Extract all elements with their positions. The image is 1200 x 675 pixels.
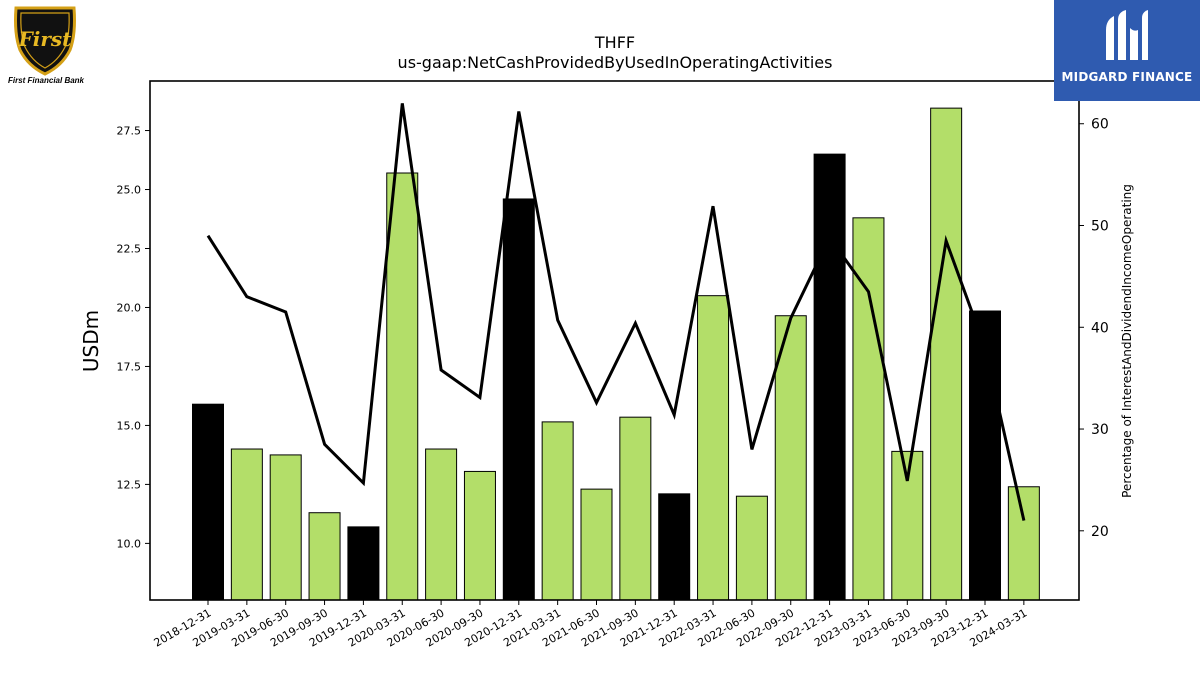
y-tick-label: 25.0 [117,184,142,197]
logo-right-name: MIDGARD FINANCE [1061,70,1193,84]
bar-2020-06-30 [425,448,458,601]
bar-2024-03-31 [1007,486,1040,601]
bar-2023-12-31 [969,310,1001,601]
y-tick-label: 27.5 [117,125,142,138]
bar-2023-09-30 [930,107,963,601]
bar-2020-03-31 [386,172,419,601]
x-axis: 2018-12-312019-03-312019-06-302019-09-30… [152,600,1029,650]
y2-tick-label: 40 [1091,320,1109,336]
y-axis-label: USDm [79,310,103,372]
bar-2021-06-30 [580,488,613,601]
bar-2018-12-31 [192,403,224,601]
bar-2020-09-30 [463,470,496,601]
midgard-mark-icon [1106,10,1148,60]
y-tick-label: 17.5 [117,360,142,373]
bar-2019-03-31 [230,448,263,601]
chart-title: THFF [594,33,635,52]
bar-2019-12-31 [347,526,380,601]
y-tick-label: 20.0 [117,301,142,314]
y-tick-label: 15.0 [117,419,142,432]
bar-2023-03-31 [852,217,885,601]
bar-2022-06-30 [735,495,768,601]
ratio-line [206,103,1026,521]
plot-frame [149,80,1080,601]
logo-mark-text: First [18,27,73,51]
bar-2022-03-31 [697,295,730,601]
shield-icon: First [14,6,76,76]
bar-2021-03-31 [541,421,574,601]
y-tick-label: 10.0 [117,537,142,550]
y-axis-right: 20 30 40 50 60 [1079,117,1109,540]
bar-2019-09-30 [308,512,341,601]
bar-2021-09-30 [619,416,652,601]
bar-2022-12-31 [813,153,846,601]
y-tick-label: 22.5 [117,242,142,255]
midgard-finance-logo: MIDGARD FINANCE [1054,0,1200,101]
logo-left-name: First Financial Bank [7,76,85,85]
y2-tick-label: 20 [1091,524,1109,540]
bar-series [192,107,1040,601]
bar-2022-09-30 [774,315,807,601]
y2-axis-label: Percentage of InterestAndDividendIncomeO… [1120,184,1134,498]
chart-subtitle: us-gaap:NetCashProvidedByUsedInOperating… [398,53,833,72]
y-tick-label: 12.5 [117,478,142,491]
bar-2020-12-31 [502,198,535,601]
y2-tick-label: 30 [1091,422,1109,438]
bar-2019-06-30 [269,454,302,601]
bar-2021-12-31 [658,493,691,601]
y2-tick-label: 60 [1091,117,1109,133]
y2-tick-label: 50 [1091,219,1109,235]
y-axis-left: 10.0 12.5 15.0 17.5 20.0 22.5 25.0 27.5 [117,125,150,550]
first-financial-logo: First First Financial Bank [4,4,86,86]
